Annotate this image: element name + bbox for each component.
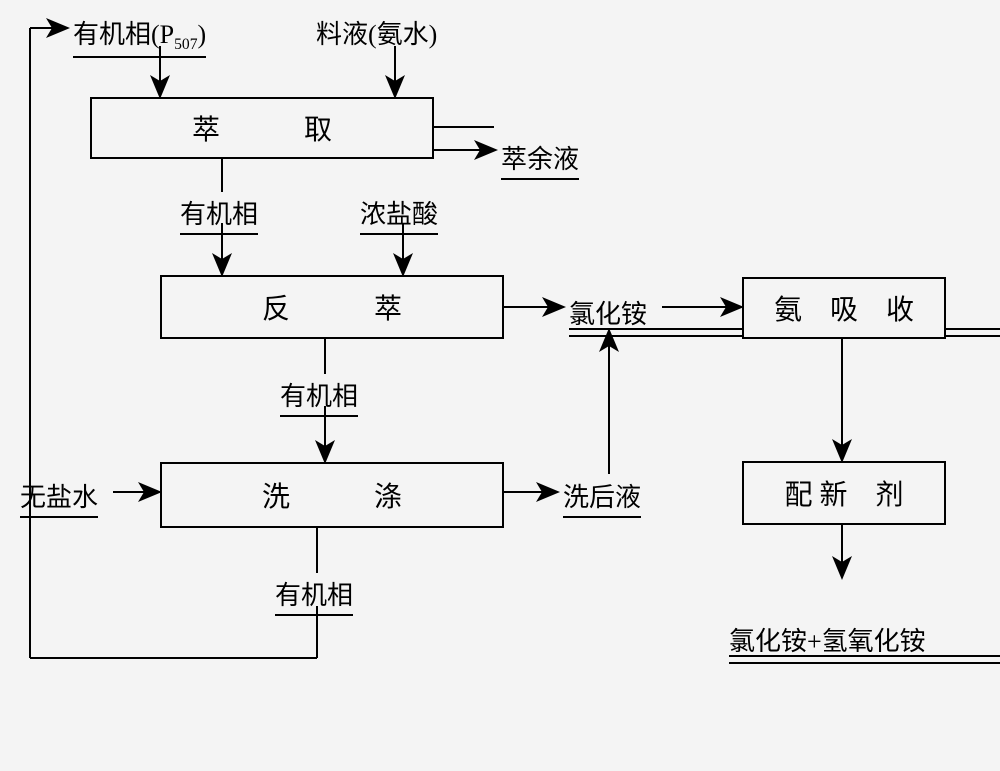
label-nosalt: 无盐水: [20, 477, 98, 518]
box-strip: 反 萃: [160, 275, 504, 339]
box-reagent: 配 新 剂: [742, 461, 946, 525]
label-final: 氯化铵+氢氧化铵: [729, 621, 1000, 664]
label-organic-3: 有机相: [275, 575, 353, 616]
label-organic-p507: 有机相(P507): [73, 14, 206, 58]
label-organic-2: 有机相: [280, 376, 358, 417]
label-washout: 洗后液: [563, 477, 641, 518]
box-absorb: 氨 吸 收: [742, 277, 946, 339]
box-wash: 洗 涤: [160, 462, 504, 528]
label-feed: 料液(氨水): [316, 14, 437, 51]
label-hcl: 浓盐酸: [360, 194, 438, 235]
label-raffinate: 萃余液: [501, 139, 579, 180]
box-extract: 萃 取: [90, 97, 434, 159]
label-organic-1: 有机相: [180, 194, 258, 235]
